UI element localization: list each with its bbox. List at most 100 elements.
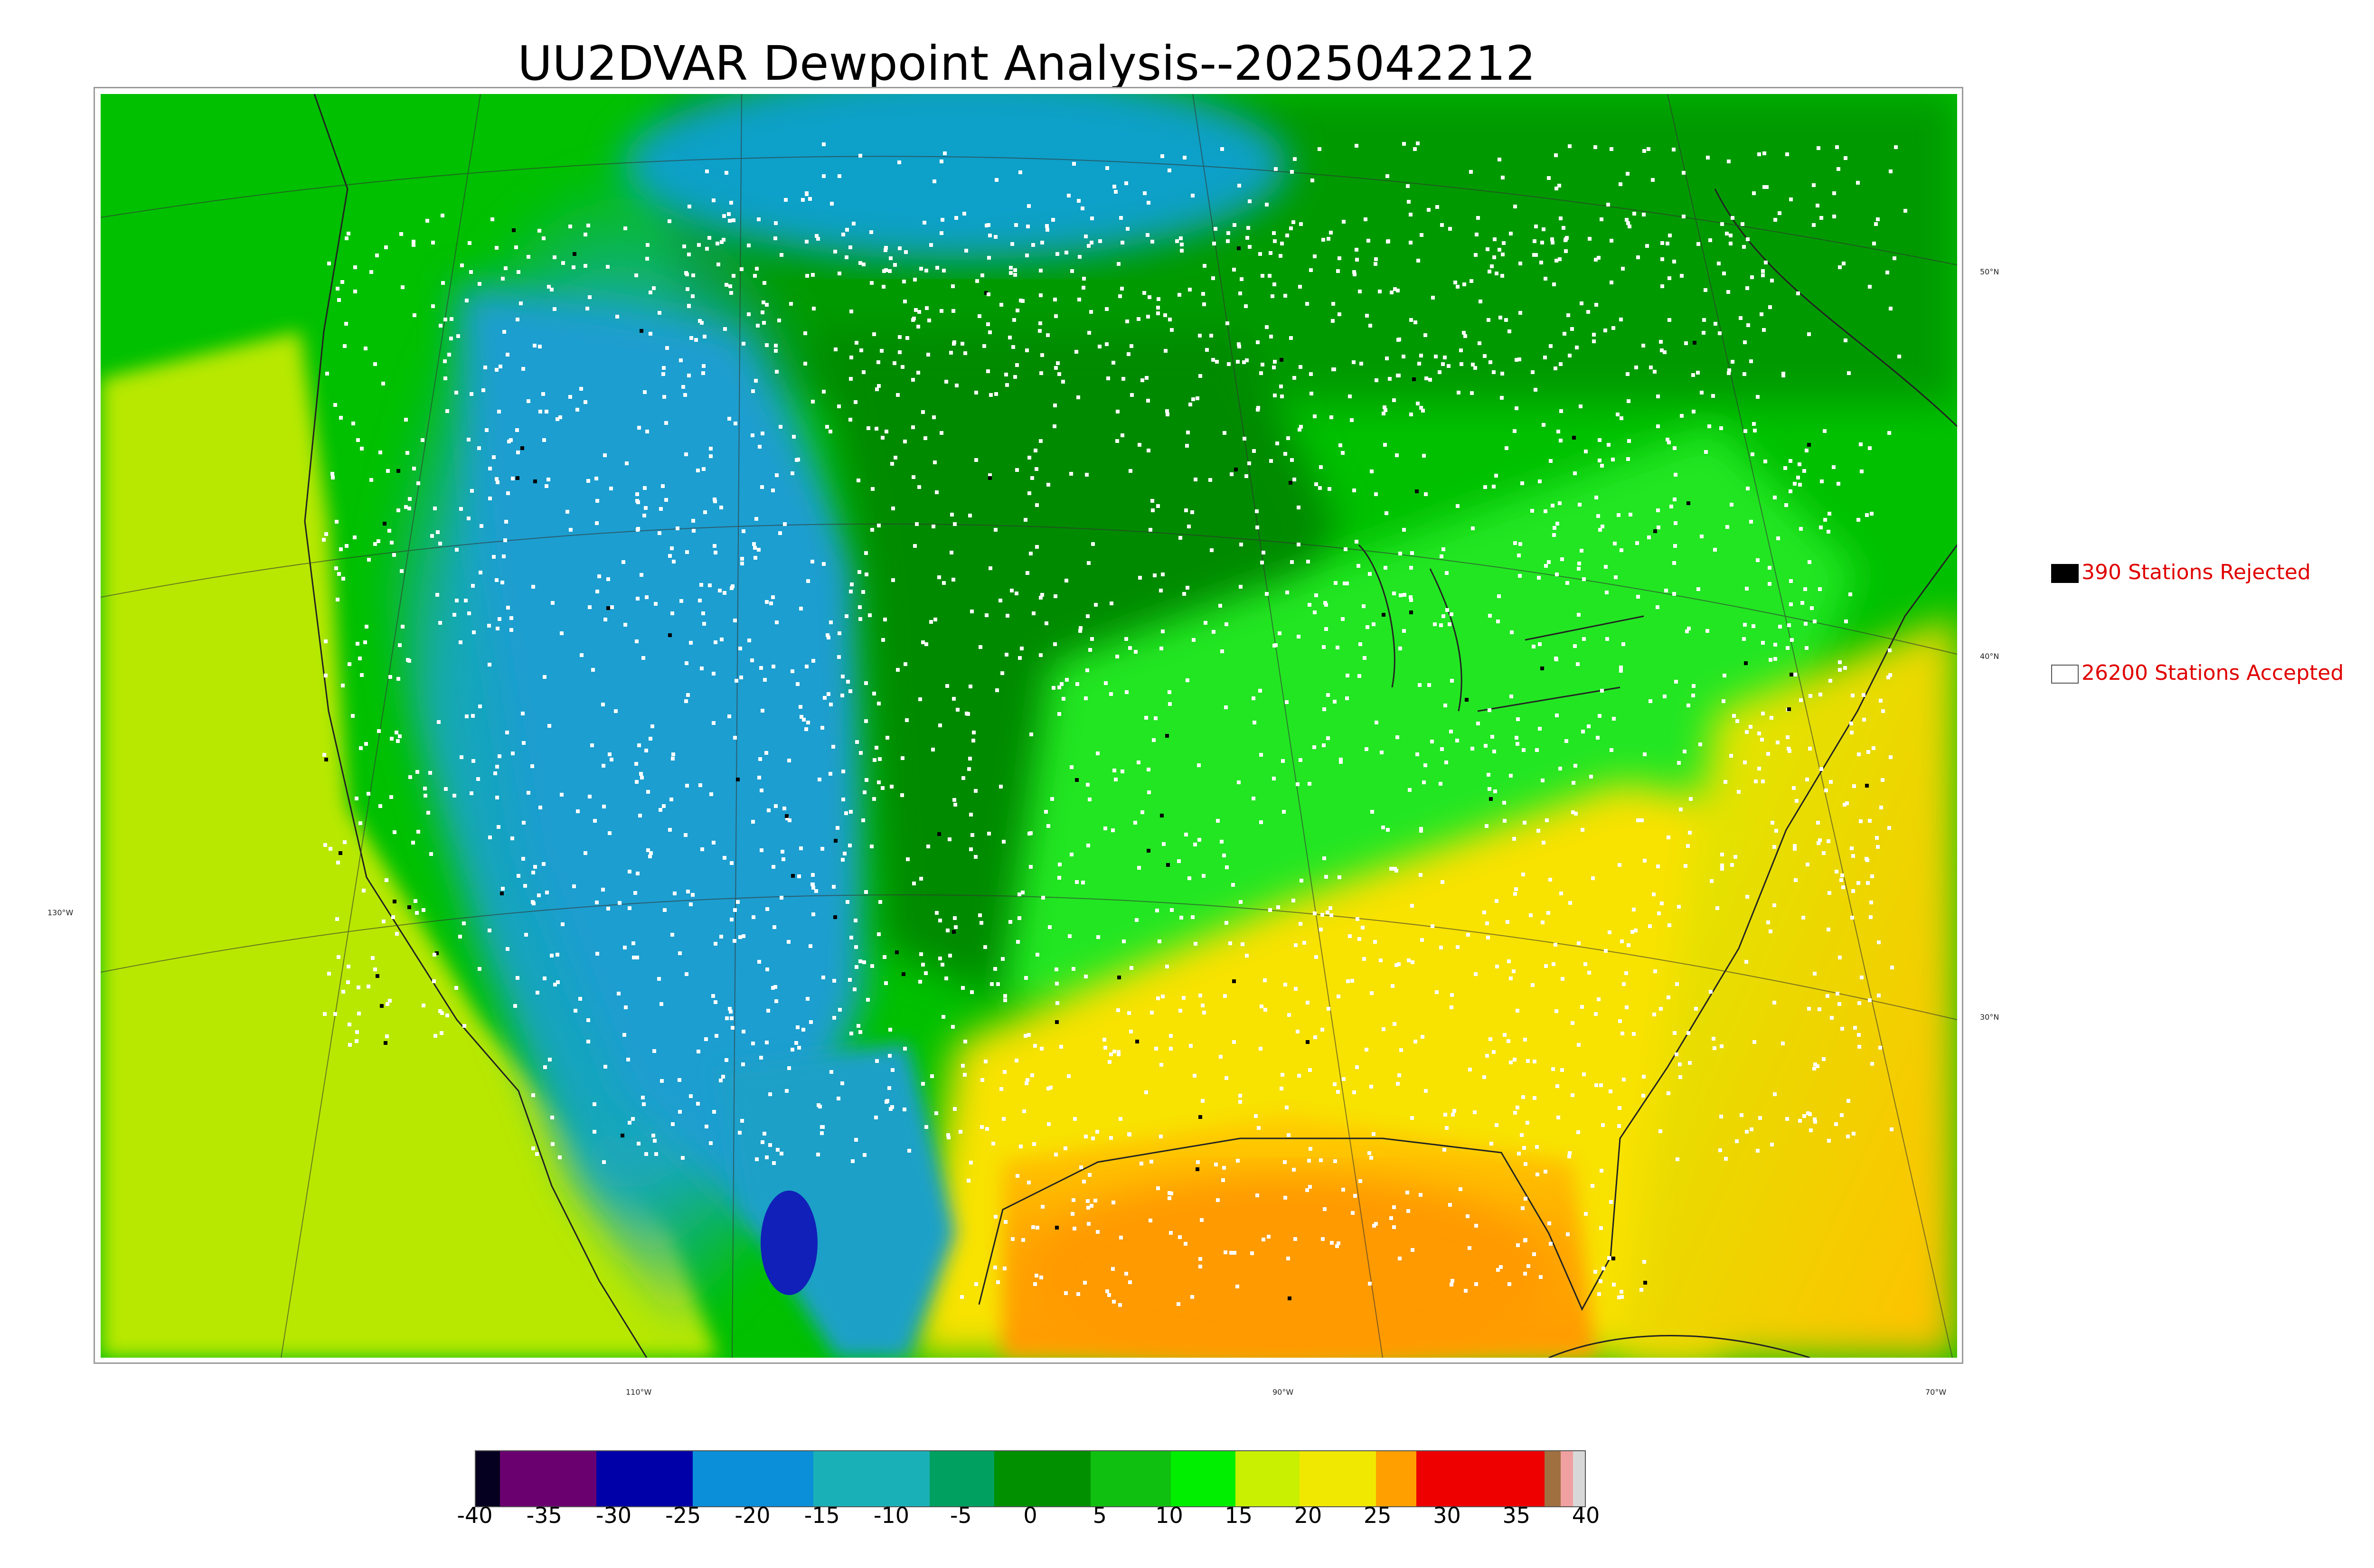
accepted-station-marker [1150,1011,1154,1014]
accepted-station-marker [1500,372,1504,376]
accepted-station-marker [1502,241,1506,245]
accepted-station-marker [1818,1007,1821,1011]
accepted-station-marker [452,613,456,617]
graticule [101,94,1957,1358]
accepted-station-marker [885,430,888,433]
accepted-station-marker [1509,976,1513,980]
accepted-station-marker [1223,994,1227,998]
accepted-station-marker [1443,704,1447,707]
accepted-station-marker [877,702,881,705]
accepted-station-marker [443,359,447,363]
accepted-station-marker [1258,252,1262,256]
accepted-station-marker [1190,1295,1194,1299]
accepted-station-marker [1192,638,1196,642]
accepted-station-marker [1749,520,1753,524]
accepted-station-marker [477,446,481,450]
accepted-station-marker [913,544,917,548]
accepted-station-marker [1341,617,1345,621]
accepted-station-marker [1504,318,1508,322]
accepted-station-marker [1541,920,1545,924]
accepted-station-marker [1252,449,1256,453]
accepted-station-marker [1406,184,1410,188]
accepted-station-marker [1168,1196,1171,1200]
accepted-station-marker [868,613,872,617]
accepted-station-marker [1367,1151,1371,1155]
accepted-station-marker [723,591,726,595]
accepted-station-marker [1856,181,1860,185]
accepted-station-marker [1109,1136,1113,1140]
accepted-station-marker [1526,1264,1530,1268]
accepted-station-marker [1237,780,1241,784]
accepted-station-marker [1232,1040,1236,1044]
accepted-station-marker [1117,1052,1121,1056]
lat-label-40n: 40°N [1980,652,1999,661]
accepted-station-marker [644,1152,648,1156]
accepted-station-marker [1343,582,1347,585]
accepted-station-marker [1555,714,1559,717]
accepted-station-marker [950,551,953,554]
accepted-station-marker [841,798,845,801]
accepted-station-marker [1117,1050,1121,1054]
accepted-station-marker [757,217,761,221]
accepted-station-marker [1785,1117,1789,1121]
accepted-station-marker [435,593,439,597]
accepted-station-marker [808,197,812,201]
accepted-station-marker [758,757,762,761]
accepted-station-marker [1594,303,1598,307]
accepted-station-marker [1338,875,1341,879]
accepted-station-marker [1885,271,1889,274]
colorbar-segment [499,1451,596,1506]
rejected-station-marker [791,874,795,878]
accepted-station-marker [1365,747,1368,751]
accepted-station-marker [1494,474,1498,478]
accepted-station-marker [1887,431,1891,435]
colorbar-tick-label: -15 [804,1502,840,1528]
accepted-station-marker [1743,372,1746,376]
accepted-station-marker [1516,1009,1519,1013]
accepted-station-marker [1816,1064,1819,1068]
accepted-station-marker [357,986,360,989]
accepted-station-marker [1188,403,1192,406]
accepted-station-marker [517,270,520,274]
accepted-station-marker [1114,778,1118,781]
accepted-station-marker [1065,251,1068,254]
accepted-station-marker [769,601,773,605]
accepted-station-marker [811,659,815,663]
accepted-station-marker [1168,702,1172,706]
accepted-station-marker [1374,262,1377,266]
accepted-station-marker [1555,522,1559,526]
accepted-station-marker [1372,1132,1375,1136]
accepted-station-marker [1341,451,1345,455]
accepted-station-marker [1447,364,1451,368]
accepted-station-marker [635,499,639,503]
accepted-station-marker [862,370,866,374]
accepted-station-marker [663,908,667,912]
accepted-station-marker [1456,945,1460,949]
accepted-station-marker [898,350,902,354]
accepted-station-marker [513,1004,517,1008]
accepted-station-marker [1036,1226,1039,1230]
accepted-station-marker [1763,460,1767,463]
accepted-station-marker [1186,678,1189,682]
accepted-station-marker [1840,1113,1844,1117]
accepted-station-marker [1062,697,1065,701]
accepted-station-marker [1253,721,1256,724]
accepted-station-marker [1168,169,1171,172]
accepted-station-marker [951,578,955,582]
accepted-station-marker [1105,166,1109,170]
accepted-station-marker [1180,243,1184,246]
accepted-station-marker [970,610,974,613]
accepted-station-marker [1843,666,1847,670]
accepted-station-marker [1039,371,1043,375]
accepted-station-marker [752,542,756,546]
accepted-station-marker [1827,928,1830,931]
accepted-station-marker [1897,355,1901,358]
accepted-station-marker [760,848,763,852]
accepted-station-marker [1774,829,1778,833]
accepted-station-marker [762,300,765,304]
accepted-station-marker [1424,492,1428,496]
dry-west-core [457,284,860,1233]
accepted-station-marker [1724,780,1727,784]
accepted-station-marker [1760,738,1764,742]
accepted-station-marker [1004,373,1008,376]
